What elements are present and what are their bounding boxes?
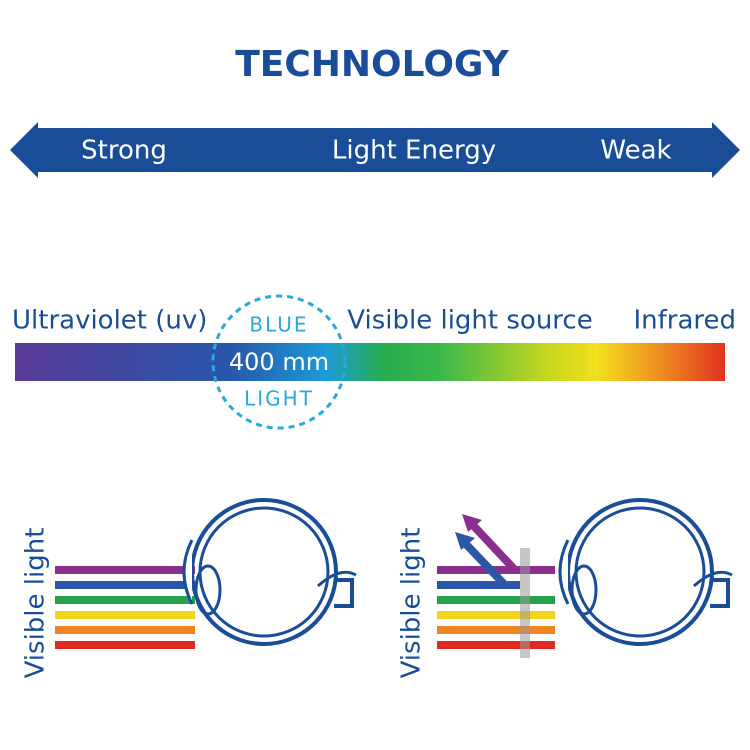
badge-text: BLUE bbox=[249, 313, 308, 337]
arrow-label: Light Energy bbox=[332, 136, 496, 166]
badge-circle bbox=[211, 294, 347, 430]
eye-right bbox=[437, 498, 733, 658]
spectrum-bar bbox=[15, 343, 725, 381]
arrow-label: Strong bbox=[81, 136, 167, 166]
badge-text: LIGHT bbox=[244, 387, 314, 411]
eye-label: Visible light bbox=[21, 528, 51, 679]
title: TECHNOLOGY bbox=[235, 44, 509, 85]
eye-label: Visible light bbox=[397, 528, 427, 679]
spectrum-label: Infrared bbox=[633, 306, 736, 336]
energy-arrow bbox=[10, 122, 740, 178]
arrow-label: Weak bbox=[600, 136, 671, 166]
badge-text: 400 mm bbox=[229, 348, 329, 376]
eye-left bbox=[55, 498, 357, 649]
spectrum-label: Ultraviolet (uv) bbox=[12, 306, 207, 336]
spectrum-label: Visible light source bbox=[347, 306, 592, 336]
